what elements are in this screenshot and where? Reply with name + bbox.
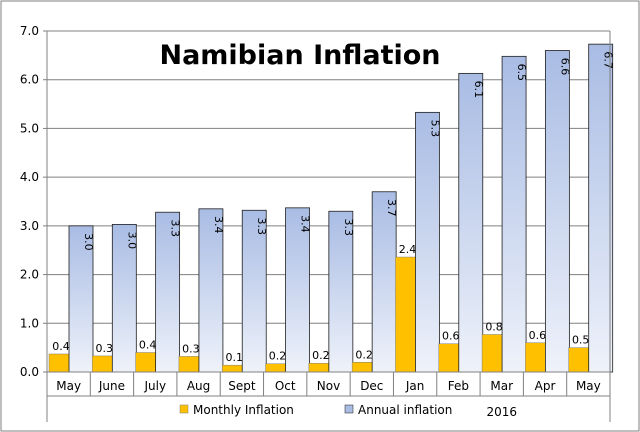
annual-bar (501, 55, 527, 373)
y-tick-label: 7.0 (20, 24, 39, 38)
category-label: Dec (360, 379, 383, 393)
annual-bar (415, 111, 440, 373)
annual-data-label: 3.7 (385, 199, 398, 217)
annual-data-label: 3.3 (342, 218, 355, 236)
year-label: 2016 (486, 405, 517, 419)
annual-data-label: 6.5 (515, 64, 528, 82)
annual-bar (458, 72, 484, 373)
y-tick-label: 4.0 (20, 170, 39, 184)
category-label: Aug (187, 379, 210, 393)
y-tick-label: 5.0 (20, 121, 39, 135)
y-tick-label: 6.0 (20, 73, 39, 87)
annual-bar (328, 210, 354, 373)
monthly-data-label: 0.2 (269, 350, 287, 363)
annual-data-label: 3.0 (125, 232, 138, 250)
category-label: Oct (275, 379, 296, 393)
y-tick-label: 2.0 (20, 268, 39, 282)
monthly-data-label: 0.1 (225, 351, 243, 364)
category-label: Jan (405, 379, 425, 393)
chart-title: Namibian Inflation (159, 40, 440, 71)
annual-bar (155, 211, 181, 373)
annual-bar (544, 50, 570, 373)
annual-data-label: 6.6 (558, 58, 571, 76)
category-label: Feb (448, 379, 469, 393)
monthly-data-label: 0.3 (96, 342, 114, 355)
monthly-data-label: 0.8 (485, 320, 503, 333)
category-label: Mar (490, 379, 513, 393)
monthly-data-label: 2.4 (399, 243, 417, 256)
annual-data-label: 3.4 (212, 216, 225, 234)
monthly-data-label: 0.2 (355, 348, 373, 361)
y-tick-label: 0.0 (20, 365, 39, 379)
category-label: Nov (317, 379, 340, 393)
category-label: May (56, 379, 81, 393)
annual-data-label: 3.3 (169, 219, 182, 237)
annual-data-label: 3.4 (299, 215, 312, 233)
y-tick-label: 3.0 (20, 219, 39, 233)
category-label: June (98, 379, 125, 393)
legend-swatch-monthly (179, 404, 189, 414)
category-label: Apr (535, 379, 556, 393)
annual-bar (68, 225, 94, 373)
monthly-data-label: 0.6 (529, 329, 547, 342)
annual-data-label: 6.1 (472, 81, 485, 99)
monthly-data-label: 0.6 (442, 330, 460, 343)
annual-data-label: 5.3 (428, 120, 441, 138)
annual-bar (588, 43, 614, 373)
annual-bar (285, 207, 310, 373)
monthly-data-label: 0.4 (52, 340, 70, 353)
category-label: Sept (228, 379, 256, 393)
annual-bar (241, 209, 267, 373)
monthly-data-label: 0.2 (312, 349, 330, 362)
annual-data-label: 3.0 (82, 233, 95, 251)
annual-bar (371, 191, 397, 373)
category-label: May (576, 379, 601, 393)
annual-data-label: 3.3 (255, 218, 268, 236)
legend-label-monthly: Monthly Inflation (193, 403, 294, 417)
legend-label-annual: Annual inflation (358, 403, 452, 417)
monthly-data-label: 0.3 (182, 342, 200, 355)
annual-bar (111, 223, 137, 373)
legend-swatch-annual (344, 404, 354, 414)
monthly-data-label: 0.5 (572, 334, 590, 347)
monthly-data-label: 0.4 (139, 339, 157, 352)
annual-bar (198, 208, 224, 373)
y-tick-label: 1.0 (20, 316, 39, 330)
annual-data-label: 6.7 (602, 51, 615, 69)
category-label: July (143, 379, 166, 393)
